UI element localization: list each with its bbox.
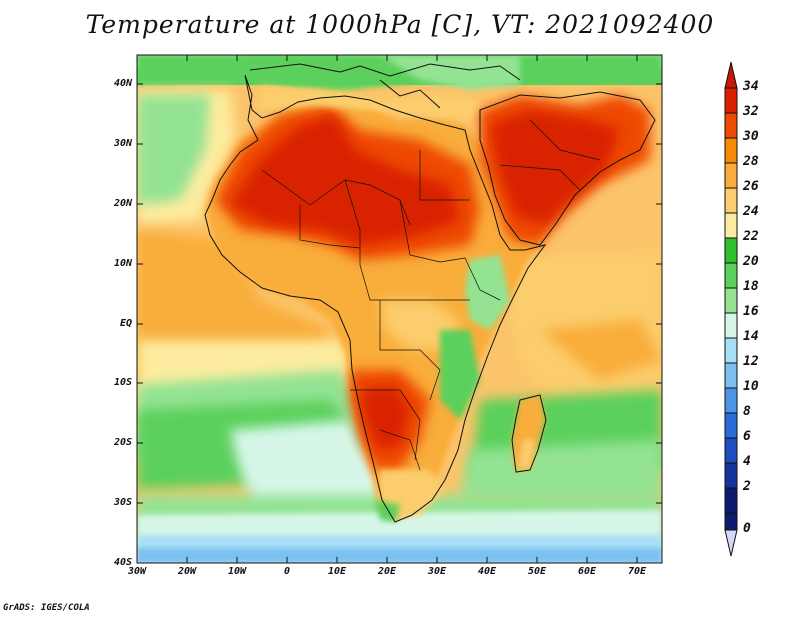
colorbar-swatch (724, 412, 738, 439)
colorbar-label-14: 14 (743, 329, 759, 344)
colorbar-swatch (724, 362, 738, 389)
colorbar-swatch (724, 237, 738, 264)
colorbar-label-20: 20 (743, 254, 759, 269)
colorbar-label-22: 22 (743, 229, 759, 244)
colorbar-label-28: 28 (743, 154, 759, 169)
colorbar-label-18: 18 (743, 279, 759, 294)
colorbar-label-4: 4 (743, 454, 751, 469)
lon-label-0: 0 (283, 566, 291, 577)
colorbar-swatch (724, 187, 738, 214)
colorbar-swatch (724, 487, 738, 514)
lat-label-20n: 20N (113, 198, 132, 209)
axis-ticks (137, 55, 662, 563)
colorbar-swatch (724, 262, 738, 289)
lat-label-30s: 30S (113, 497, 132, 508)
colorbar-top-arrow (724, 61, 738, 89)
lon-label-20w: 20W (177, 566, 197, 577)
colorbar-swatch (724, 387, 738, 414)
map-title: Temperature at 1000hPa [C], VT: 20210924… (85, 10, 715, 39)
colorbar-label-12: 12 (743, 354, 759, 369)
colorbar-label-26: 26 (743, 179, 759, 194)
colorbar-swatch (724, 337, 738, 364)
colorbar-swatch (724, 137, 738, 164)
colorbar-label-6: 6 (743, 429, 751, 444)
lon-label-60e: 60E (577, 566, 597, 577)
lat-label-40n: 40N (113, 78, 132, 89)
colorbar-label-0: 0 (743, 521, 751, 536)
lon-label-10w: 10W (227, 566, 247, 577)
colorbar-swatch (724, 437, 738, 464)
lon-label-30e: 30E (427, 566, 447, 577)
colorbar-swatch (724, 162, 738, 189)
colorbar-label-24: 24 (743, 204, 759, 219)
colorbar-label-10: 10 (743, 379, 759, 394)
colorbar-label-2: 2 (743, 479, 751, 494)
lat-label-20s: 20S (113, 437, 132, 448)
country-borders (261, 119, 601, 471)
map-frame (136, 54, 663, 564)
lon-label-70e: 70E (627, 566, 647, 577)
colorbar-label-8: 8 (743, 404, 751, 419)
colorbar-label-30: 30 (743, 129, 759, 144)
lon-label-40e: 40E (477, 566, 497, 577)
colorbar (724, 61, 738, 557)
lon-label-30w: 30W (127, 566, 147, 577)
colorbar-swatch (724, 212, 738, 239)
lon-label-20e: 20E (377, 566, 397, 577)
lat-label-30n: 30N (113, 138, 132, 149)
coastlines (204, 63, 656, 523)
colorbar-swatch (724, 312, 738, 339)
credit-text: GrADS: IGES/COLA (3, 603, 90, 613)
colorbar-swatch (724, 462, 738, 489)
lon-label-10e: 10E (327, 566, 347, 577)
colorbar-label-32: 32 (743, 104, 759, 119)
colorbar-swatch (724, 112, 738, 139)
lat-label-40s: 40S (113, 557, 132, 568)
colorbar-swatch (724, 287, 738, 314)
colorbar-swatch (724, 512, 738, 531)
colorbar-swatch (724, 87, 738, 114)
colorbar-label-34: 34 (743, 79, 759, 94)
lat-label-eq: EQ (119, 318, 132, 329)
lon-label-50e: 50E (527, 566, 547, 577)
lat-label-10n: 10N (113, 258, 132, 269)
lat-label-10s: 10S (113, 377, 132, 388)
colorbar-label-16: 16 (743, 304, 759, 319)
temperature-field (137, 55, 662, 563)
colorbar-bottom-arrow (724, 529, 738, 557)
